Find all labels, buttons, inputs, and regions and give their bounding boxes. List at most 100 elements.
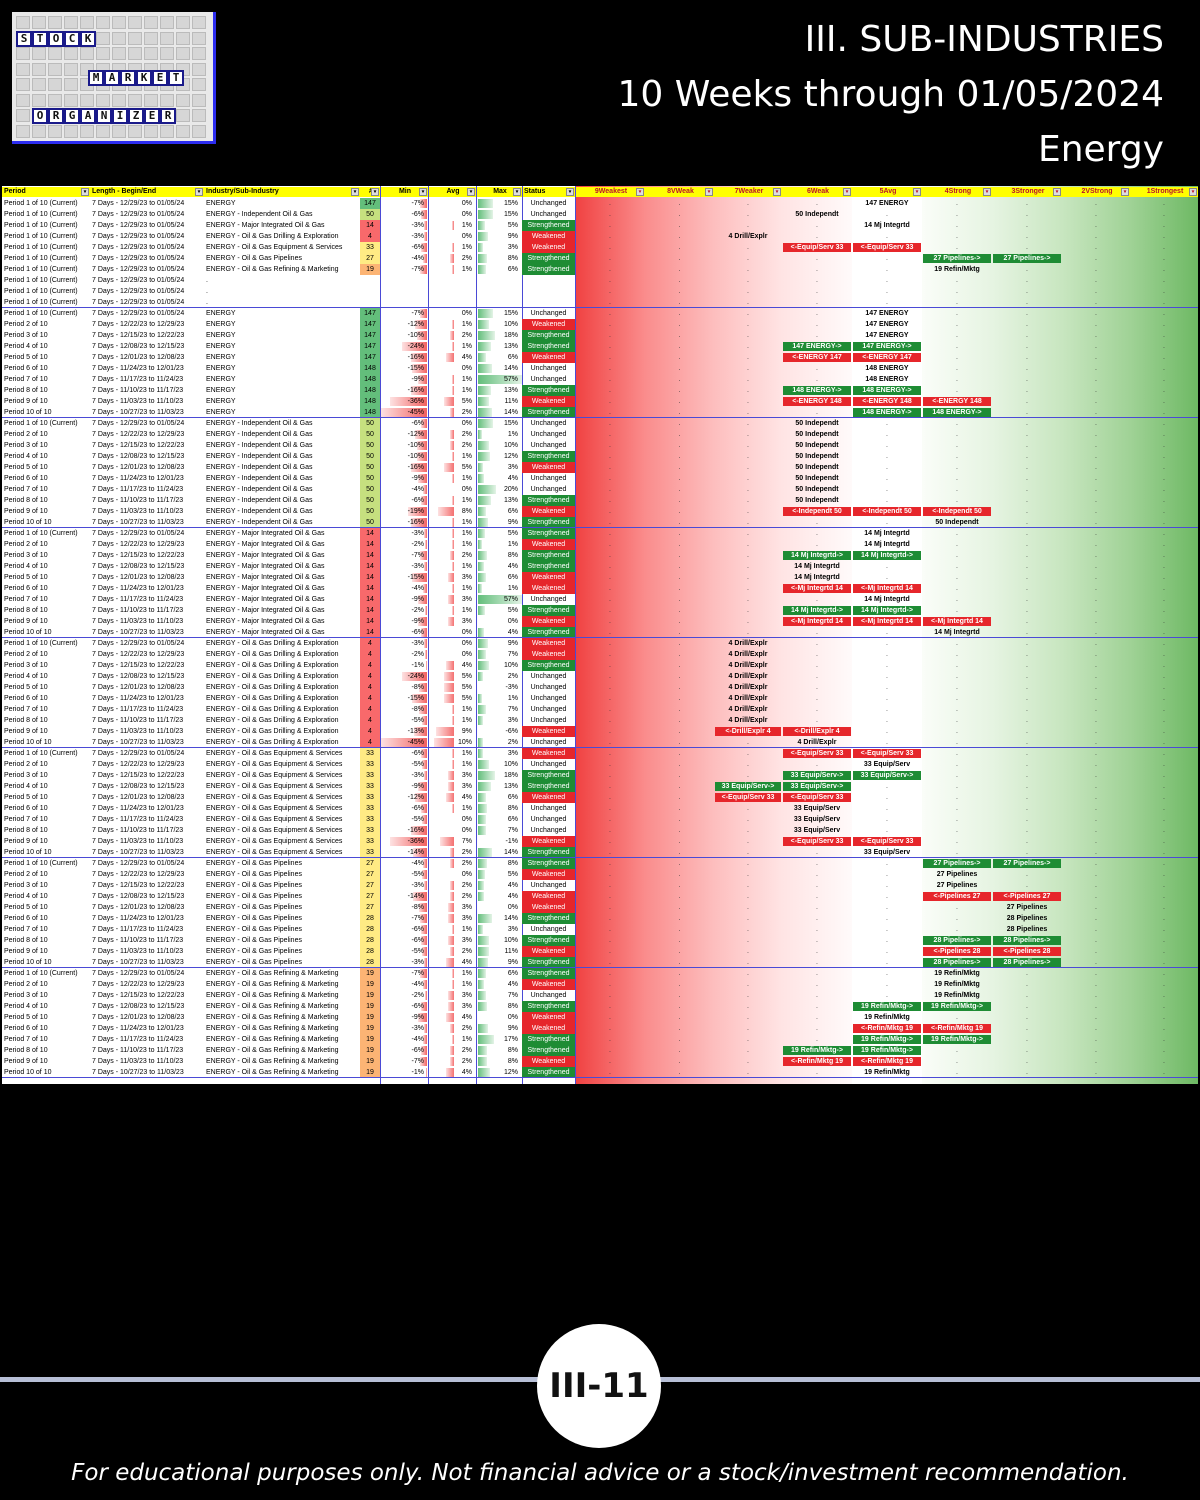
column-header[interactable]: 7Weaker ▾ bbox=[714, 187, 782, 197]
table-row[interactable]: Period 9 of 10 7 Days - 11/03/23 to 11/10… bbox=[2, 726, 1198, 737]
table-row[interactable]: Period 7 of 10 7 Days - 11/17/23 to 11/24… bbox=[2, 484, 1198, 495]
table-row[interactable]: Period 4 of 10 7 Days - 12/08/23 to 12/15… bbox=[2, 891, 1198, 902]
filter-dropdown-icon[interactable]: ▾ bbox=[513, 188, 521, 196]
table-row[interactable]: Period 10 of 10 7 Days - 10/27/23 to 11/0… bbox=[2, 1067, 1198, 1078]
column-header[interactable]: #▾ bbox=[360, 187, 380, 197]
filter-dropdown-icon[interactable]: ▾ bbox=[636, 188, 644, 196]
column-header[interactable]: Period ▾ bbox=[2, 187, 90, 197]
table-row[interactable]: Period 2 of 10 7 Days - 12/22/23 to 12/29… bbox=[2, 759, 1198, 770]
table-row[interactable]: Period 1 of 10 (Current) 7 Days - 12/29/2… bbox=[2, 198, 1198, 209]
table-row[interactable]: Period 8 of 10 7 Days - 11/10/23 to 11/17… bbox=[2, 1045, 1198, 1056]
table-row[interactable]: Period 1 of 10 (Current) 7 Days - 12/29/2… bbox=[2, 748, 1198, 759]
table-row[interactable]: Period 10 of 10 7 Days - 10/27/23 to 11/0… bbox=[2, 957, 1198, 968]
table-row[interactable]: Period 1 of 10 (Current) 7 Days - 12/29/2… bbox=[2, 264, 1198, 275]
column-header[interactable]: 1Strongest ▾ bbox=[1130, 187, 1198, 197]
column-header[interactable]: Length - Begin/End ▾ bbox=[90, 187, 204, 197]
column-header[interactable]: Status ▾ bbox=[522, 187, 575, 197]
column-header[interactable]: Min ▾ bbox=[380, 187, 428, 197]
table-row[interactable]: Period 6 of 10 7 Days - 11/24/23 to 12/01… bbox=[2, 583, 1198, 594]
filter-dropdown-icon[interactable]: ▾ bbox=[983, 188, 991, 196]
table-row[interactable]: Period 5 of 10 7 Days - 12/01/23 to 12/08… bbox=[2, 682, 1198, 693]
table-row[interactable]: Period 4 of 10 7 Days - 12/08/23 to 12/15… bbox=[2, 451, 1198, 462]
filter-dropdown-icon[interactable]: ▾ bbox=[773, 188, 781, 196]
filter-dropdown-icon[interactable]: ▾ bbox=[843, 188, 851, 196]
table-row[interactable]: Period 1 of 10 (Current) 7 Days - 12/29/2… bbox=[2, 209, 1198, 220]
filter-dropdown-icon[interactable]: ▾ bbox=[467, 188, 475, 196]
table-row[interactable]: Period 7 of 10 7 Days - 11/17/23 to 11/24… bbox=[2, 814, 1198, 825]
table-row[interactable]: Period 5 of 10 7 Days - 12/01/23 to 12/08… bbox=[2, 902, 1198, 913]
filter-dropdown-icon[interactable]: ▾ bbox=[913, 188, 921, 196]
table-row[interactable]: Period 1 of 10 (Current) 7 Days - 12/29/2… bbox=[2, 297, 1198, 308]
table-row[interactable]: Period 3 of 10 7 Days - 12/15/23 to 12/22… bbox=[2, 990, 1198, 1001]
filter-dropdown-icon[interactable]: ▾ bbox=[1121, 188, 1129, 196]
table-row[interactable]: Period 5 of 10 7 Days - 12/01/23 to 12/08… bbox=[2, 352, 1198, 363]
table-row[interactable]: Period 2 of 10 7 Days - 12/22/23 to 12/29… bbox=[2, 649, 1198, 660]
table-row[interactable]: Period 1 of 10 (Current) 7 Days - 12/29/2… bbox=[2, 275, 1198, 286]
column-header[interactable]: Industry/Sub-Industry ▾ bbox=[204, 187, 360, 197]
table-row[interactable]: Period 9 of 10 7 Days - 11/03/23 to 11/10… bbox=[2, 1056, 1198, 1067]
column-header[interactable]: 4Strong ▾ bbox=[922, 187, 992, 197]
table-row[interactable]: Period 2 of 10 7 Days - 12/22/23 to 12/29… bbox=[2, 539, 1198, 550]
column-header[interactable]: 2VStrong ▾ bbox=[1062, 187, 1130, 197]
table-row[interactable]: Period 8 of 10 7 Days - 11/10/23 to 11/17… bbox=[2, 825, 1198, 836]
filter-dropdown-icon[interactable]: ▾ bbox=[1189, 188, 1197, 196]
table-row[interactable]: Period 1 of 10 (Current) 7 Days - 12/29/2… bbox=[2, 253, 1198, 264]
table-row[interactable]: Period 10 of 10 7 Days - 10/27/23 to 11/0… bbox=[2, 407, 1198, 418]
table-row[interactable]: Period 9 of 10 7 Days - 11/03/23 to 11/10… bbox=[2, 396, 1198, 407]
table-row[interactable]: Period 10 of 10 7 Days - 10/27/23 to 11/0… bbox=[2, 627, 1198, 638]
filter-dropdown-icon[interactable]: ▾ bbox=[81, 188, 89, 196]
table-row[interactable]: Period 5 of 10 7 Days - 12/01/23 to 12/08… bbox=[2, 462, 1198, 473]
table-row[interactable]: Period 1 of 10 (Current) 7 Days - 12/29/2… bbox=[2, 418, 1198, 429]
table-row[interactable]: Period 6 of 10 7 Days - 11/24/23 to 12/01… bbox=[2, 693, 1198, 704]
filter-dropdown-icon[interactable]: ▾ bbox=[371, 188, 379, 196]
filter-dropdown-icon[interactable]: ▾ bbox=[351, 188, 359, 196]
table-row[interactable]: Period 10 of 10 7 Days - 10/27/23 to 11/0… bbox=[2, 517, 1198, 528]
table-row[interactable]: Period 1 of 10 (Current) 7 Days - 12/29/2… bbox=[2, 968, 1198, 979]
table-row[interactable]: Period 6 of 10 7 Days - 11/24/23 to 12/01… bbox=[2, 1023, 1198, 1034]
table-row[interactable]: Period 7 of 10 7 Days - 11/17/23 to 11/24… bbox=[2, 594, 1198, 605]
table-row[interactable]: Period 5 of 10 7 Days - 12/01/23 to 12/08… bbox=[2, 572, 1198, 583]
table-row[interactable]: Period 9 of 10 7 Days - 11/03/23 to 11/10… bbox=[2, 616, 1198, 627]
table-row[interactable]: Period 2 of 10 7 Days - 12/22/23 to 12/29… bbox=[2, 319, 1198, 330]
table-row[interactable]: Period 1 of 10 (Current) 7 Days - 12/29/2… bbox=[2, 858, 1198, 869]
table-row[interactable]: Period 7 of 10 7 Days - 11/17/23 to 11/24… bbox=[2, 374, 1198, 385]
table-row[interactable]: Period 9 of 10 7 Days - 11/03/23 to 11/10… bbox=[2, 836, 1198, 847]
table-row[interactable]: Period 5 of 10 7 Days - 12/01/23 to 12/08… bbox=[2, 1012, 1198, 1023]
column-header[interactable]: Avg ▾ bbox=[428, 187, 476, 197]
table-row[interactable]: Period 4 of 10 7 Days - 12/08/23 to 12/15… bbox=[2, 781, 1198, 792]
filter-dropdown-icon[interactable]: ▾ bbox=[195, 188, 203, 196]
table-row[interactable]: Period 7 of 10 7 Days - 11/17/23 to 11/24… bbox=[2, 704, 1198, 715]
table-row[interactable]: Period 1 of 10 (Current) 7 Days - 12/29/2… bbox=[2, 638, 1198, 649]
table-row[interactable]: Period 6 of 10 7 Days - 11/24/23 to 12/01… bbox=[2, 363, 1198, 374]
table-row[interactable]: Period 1 of 10 (Current) 7 Days - 12/29/2… bbox=[2, 231, 1198, 242]
table-row[interactable]: Period 2 of 10 7 Days - 12/22/23 to 12/29… bbox=[2, 979, 1198, 990]
table-row[interactable]: Period 3 of 10 7 Days - 12/15/23 to 12/22… bbox=[2, 440, 1198, 451]
column-header[interactable]: 8VWeak ▾ bbox=[645, 187, 714, 197]
table-row[interactable]: Period 3 of 10 7 Days - 12/15/23 to 12/22… bbox=[2, 550, 1198, 561]
table-row[interactable]: Period 1 of 10 (Current) 7 Days - 12/29/2… bbox=[2, 528, 1198, 539]
table-row[interactable]: Period 6 of 10 7 Days - 11/24/23 to 12/01… bbox=[2, 473, 1198, 484]
table-row[interactable]: Period 8 of 10 7 Days - 11/10/23 to 11/17… bbox=[2, 935, 1198, 946]
table-row[interactable]: Period 8 of 10 7 Days - 11/10/23 to 11/17… bbox=[2, 495, 1198, 506]
table-row[interactable]: Period 6 of 10 7 Days - 11/24/23 to 12/01… bbox=[2, 803, 1198, 814]
table-row[interactable]: Period 1 of 10 (Current) 7 Days - 12/29/2… bbox=[2, 308, 1198, 319]
column-header[interactable]: Max ▾ bbox=[476, 187, 522, 197]
table-row[interactable]: Period 8 of 10 7 Days - 11/10/23 to 11/17… bbox=[2, 605, 1198, 616]
table-row[interactable]: Period 7 of 10 7 Days - 11/17/23 to 11/24… bbox=[2, 1034, 1198, 1045]
filter-dropdown-icon[interactable]: ▾ bbox=[419, 188, 427, 196]
table-row[interactable]: Period 1 of 10 (Current) 7 Days - 12/29/2… bbox=[2, 286, 1198, 297]
table-row[interactable]: Period 9 of 10 7 Days - 11/03/23 to 11/10… bbox=[2, 506, 1198, 517]
table-row[interactable]: Period 10 of 10 7 Days - 10/27/23 to 11/0… bbox=[2, 737, 1198, 748]
column-header[interactable]: 6Weak ▾ bbox=[782, 187, 852, 197]
table-row[interactable]: Period 4 of 10 7 Days - 12/08/23 to 12/15… bbox=[2, 1001, 1198, 1012]
table-row[interactable]: Period 9 of 10 7 Days - 11/03/23 to 11/10… bbox=[2, 946, 1198, 957]
filter-dropdown-icon[interactable]: ▾ bbox=[566, 188, 574, 196]
filter-dropdown-icon[interactable]: ▾ bbox=[705, 188, 713, 196]
table-row[interactable]: Period 3 of 10 7 Days - 12/15/23 to 12/22… bbox=[2, 880, 1198, 891]
column-header[interactable]: 3Stronger ▾ bbox=[992, 187, 1062, 197]
table-row[interactable]: Period 8 of 10 7 Days - 11/10/23 to 11/17… bbox=[2, 385, 1198, 396]
filter-dropdown-icon[interactable]: ▾ bbox=[1053, 188, 1061, 196]
table-row[interactable]: Period 2 of 10 7 Days - 12/22/23 to 12/29… bbox=[2, 429, 1198, 440]
table-row[interactable]: Period 8 of 10 7 Days - 11/10/23 to 11/17… bbox=[2, 715, 1198, 726]
table-row[interactable]: Period 3 of 10 7 Days - 12/15/23 to 12/22… bbox=[2, 330, 1198, 341]
